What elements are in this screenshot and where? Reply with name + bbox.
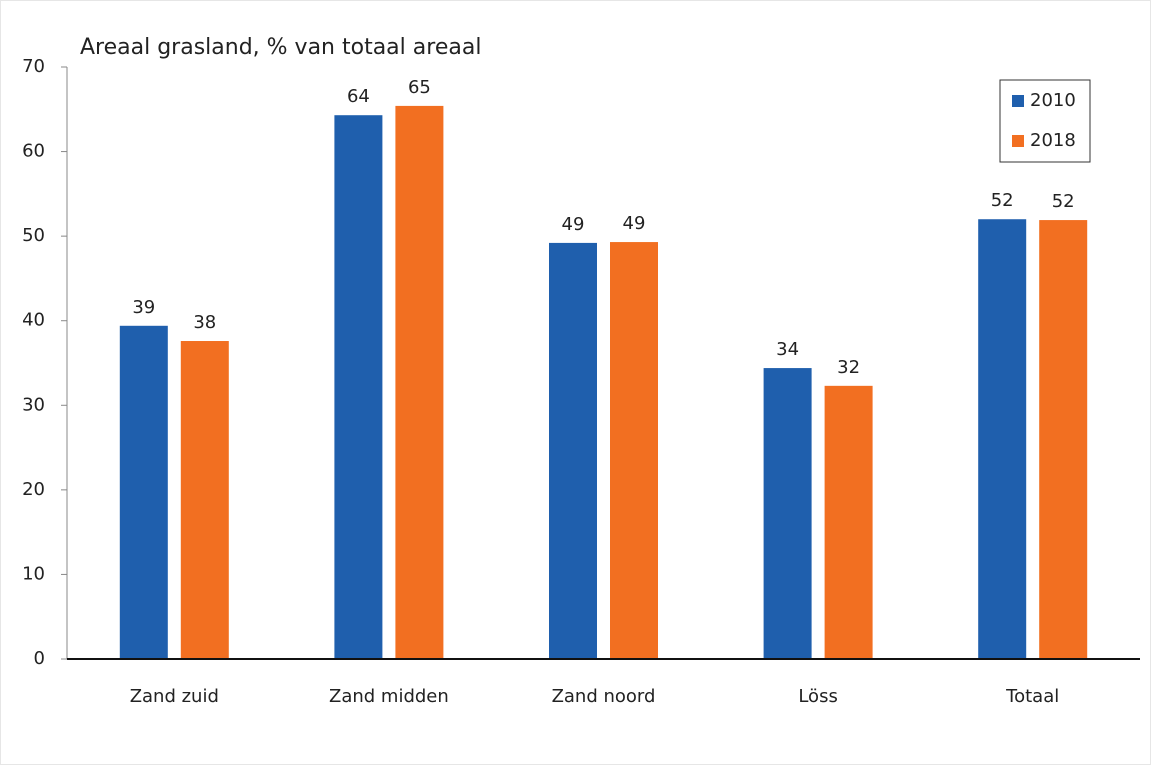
bar bbox=[610, 242, 658, 659]
bar bbox=[395, 105, 444, 660]
value-label: 64 bbox=[347, 86, 370, 107]
x-tick-label: Zand zuid bbox=[130, 686, 219, 707]
value-label: 49 bbox=[562, 214, 585, 235]
y-tick-label: 70 bbox=[22, 56, 45, 77]
legend-box bbox=[999, 79, 1091, 163]
legend-label: 2018 bbox=[1030, 130, 1076, 151]
legend-swatch bbox=[1012, 95, 1024, 107]
bar bbox=[119, 325, 168, 659]
value-label: 34 bbox=[776, 339, 799, 360]
bar bbox=[978, 219, 1027, 659]
bar bbox=[1039, 220, 1088, 659]
y-tick-label: 20 bbox=[22, 479, 45, 500]
y-tick-label: 50 bbox=[22, 225, 45, 246]
legend-label: 2010 bbox=[1030, 90, 1076, 111]
value-label: 49 bbox=[623, 213, 646, 234]
x-tick-label: Zand midden bbox=[329, 686, 449, 707]
value-label: 39 bbox=[132, 297, 155, 318]
x-tick-label: Löss bbox=[798, 686, 837, 707]
bar bbox=[180, 341, 229, 659]
value-label: 52 bbox=[991, 190, 1014, 211]
bar bbox=[549, 242, 597, 659]
y-tick-label: 10 bbox=[22, 563, 45, 584]
value-label: 65 bbox=[408, 77, 431, 98]
chart-title: Areaal grasland, % van totaal areaal bbox=[80, 35, 481, 60]
y-tick-label: 40 bbox=[22, 310, 45, 331]
value-label: 32 bbox=[837, 357, 860, 378]
bar bbox=[824, 385, 873, 659]
value-label: 52 bbox=[1052, 191, 1075, 212]
bar bbox=[763, 368, 812, 659]
bar bbox=[334, 115, 383, 660]
y-tick-label: 30 bbox=[22, 394, 45, 415]
y-tick-label: 60 bbox=[22, 141, 45, 162]
value-label: 38 bbox=[193, 312, 216, 333]
x-tick-label: Totaal bbox=[1005, 686, 1059, 707]
y-tick-label: 0 bbox=[34, 648, 45, 669]
legend-swatch bbox=[1012, 135, 1024, 147]
x-tick-label: Zand noord bbox=[552, 686, 656, 707]
